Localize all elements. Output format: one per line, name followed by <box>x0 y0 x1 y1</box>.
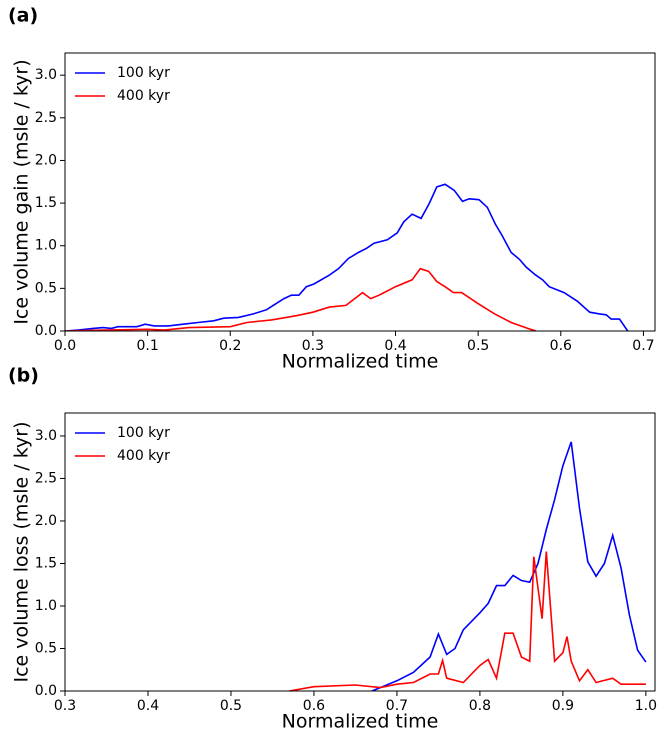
x-tick-label: 0.6 <box>550 338 572 354</box>
y-tick-label: 0.5 <box>35 640 57 656</box>
y-tick-label: 0.0 <box>35 323 57 339</box>
y-axis-title: Ice volume gain (msle / kyr) <box>11 59 33 324</box>
y-tick-label: 2.5 <box>35 110 57 126</box>
y-tick-label: 3.0 <box>35 67 57 83</box>
y-tick-label: 1.5 <box>35 195 57 211</box>
x-axis-title: Normalized time <box>282 711 439 730</box>
legend-label: 400 kyr <box>117 88 170 104</box>
panel-label: (a) <box>8 5 38 27</box>
y-axis-title: Ice volume loss (msle / kyr) <box>11 421 33 682</box>
y-tick-label: 1.0 <box>35 238 57 254</box>
x-tick-label: 0.2 <box>219 338 241 354</box>
legend-label: 100 kyr <box>117 425 170 441</box>
data-line <box>371 441 647 691</box>
x-tick-label: 0.5 <box>467 338 489 354</box>
x-tick-label: 0.4 <box>137 698 159 714</box>
y-tick-label: 0.0 <box>35 683 57 699</box>
x-tick-label: 0.1 <box>137 338 159 354</box>
legend-label: 400 kyr <box>117 448 170 464</box>
x-axis-title: Normalized time <box>282 351 439 373</box>
y-tick-label: 0.5 <box>35 280 57 296</box>
plot-frame <box>64 412 656 692</box>
x-tick-label: 0.8 <box>469 698 491 714</box>
y-tick-label: 2.5 <box>35 470 57 486</box>
x-tick-label: 0.7 <box>386 698 408 714</box>
x-tick-label: 0.6 <box>303 698 325 714</box>
legend-label: 100 kyr <box>117 65 170 81</box>
plot-frame <box>64 52 656 332</box>
x-tick-label: 0.0 <box>54 338 76 354</box>
data-line <box>65 183 629 331</box>
y-tick-label: 3.0 <box>35 428 57 444</box>
data-line <box>65 267 537 331</box>
y-tick-label: 2.0 <box>35 513 57 529</box>
x-tick-label: 0.7 <box>632 338 654 354</box>
y-tick-label: 1.5 <box>35 555 57 571</box>
y-tick-label: 2.0 <box>35 152 57 168</box>
y-tick-label: 1.0 <box>35 598 57 614</box>
x-tick-label: 0.3 <box>302 338 324 354</box>
data-line <box>288 551 646 691</box>
x-tick-label: 0.9 <box>552 698 574 714</box>
x-tick-label: 0.3 <box>54 698 76 714</box>
x-tick-label: 1.0 <box>635 698 657 714</box>
panel-label: (b) <box>8 365 39 387</box>
x-tick-label: 0.5 <box>220 698 242 714</box>
x-tick-label: 0.4 <box>384 338 406 354</box>
